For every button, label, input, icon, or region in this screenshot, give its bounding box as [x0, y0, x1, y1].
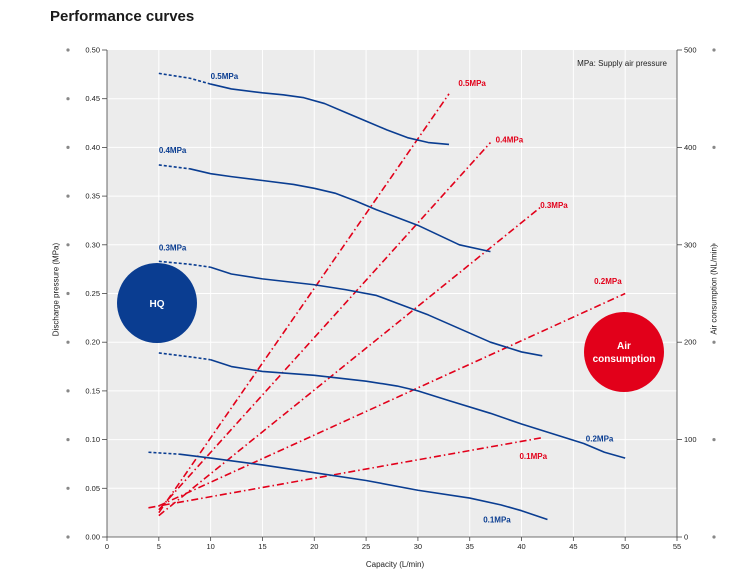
y-tick-dot: [66, 486, 70, 490]
y-tick-dot: [66, 97, 70, 101]
x-tick-label: 45: [569, 542, 577, 551]
y-tick-dot: [66, 243, 70, 247]
x-tick-label: 40: [517, 542, 525, 551]
y-tick-dot: [66, 291, 70, 296]
pressure-curve-label: 0.1MPa: [483, 515, 511, 524]
y-tick-dot: [66, 340, 70, 344]
x-tick-label: 50: [621, 542, 629, 551]
y2-tick-dot: [712, 438, 716, 442]
air-consumption-line: [158, 141, 492, 511]
y2-tick-dot: [712, 145, 716, 149]
pressure-curve-label: 0.4MPa: [159, 146, 187, 155]
pressure-curve: [179, 453, 548, 521]
pressure-curve-dashed: [158, 352, 211, 361]
air-consumption-badge: [584, 312, 664, 392]
air-curve-label: 0.5MPa: [458, 79, 486, 88]
pressure-curve-dashed: [158, 260, 211, 268]
y-tick-dot: [66, 535, 70, 539]
pressure-curve-dashed: [158, 164, 191, 170]
y2-tick-dot: [712, 48, 716, 52]
pressure-curve-dashed: [148, 451, 180, 456]
air-consumption-line: [158, 205, 543, 517]
y-tick-label: 0.15: [85, 386, 100, 395]
pressure-curve-label: 0.5MPa: [211, 72, 239, 81]
hq-badge: [117, 263, 197, 343]
pressure-curve: [210, 358, 626, 459]
y-tick-label: 0.45: [85, 94, 100, 103]
y-tick-label: 0.30: [85, 240, 100, 249]
x-tick-label: 20: [310, 542, 318, 551]
pressure-curve: [210, 266, 543, 357]
air-badge-label-line1: Air: [617, 341, 631, 352]
y2-tick-label: 100: [684, 435, 697, 444]
x-axis-label: Capacity (L/min): [365, 560, 425, 569]
air-curve-label: 0.4MPa: [496, 136, 524, 145]
y-tick-label: 0.25: [85, 289, 100, 298]
y-tick-dot: [66, 438, 70, 442]
y-tick-label: 0.35: [85, 192, 100, 201]
pressure-curve: [210, 83, 450, 146]
y-tick-label: 0.10: [85, 435, 100, 444]
y-tick-dot: [66, 48, 70, 52]
hq-badge-label: HQ: [150, 299, 165, 310]
x-tick-label: 35: [466, 542, 474, 551]
x-tick-label: 15: [258, 542, 266, 551]
y-tick-dot: [66, 145, 70, 149]
air-badge-label-line2: consumption: [593, 354, 656, 365]
air-consumption-line: [158, 292, 626, 507]
pressure-curve-label: 0.2MPa: [586, 435, 614, 444]
y-tick-label: 0.50: [85, 46, 100, 55]
y2-tick-label: 500: [684, 46, 697, 55]
y2-tick-label: 200: [684, 338, 697, 347]
x-tick-label: 25: [362, 542, 370, 551]
air-curve-label: 0.1MPa: [519, 452, 547, 461]
pressure-curve: [189, 168, 491, 253]
x-tick-label: 10: [206, 542, 214, 551]
y2-tick-dot: [712, 535, 716, 539]
page-title: Performance curves: [50, 8, 195, 25]
legend-note: MPa: Supply air pressure: [577, 59, 667, 68]
x-tick-label: 30: [414, 542, 422, 551]
y2-tick-label: 300: [684, 240, 697, 249]
x-tick-label: 0: [105, 542, 109, 551]
y-tick-dot: [66, 389, 70, 393]
pressure-curve-dashed: [158, 72, 211, 85]
air-curve-label: 0.3MPa: [540, 201, 568, 210]
y2-tick-dot: [712, 243, 716, 247]
x-tick-label: 55: [673, 542, 681, 551]
y2-tick-label: 0: [684, 533, 688, 542]
y2-tick-dot: [712, 340, 716, 344]
y2-tick-label: 400: [684, 143, 697, 152]
y-tick-label: 0.00: [85, 533, 100, 542]
pressure-curve-label: 0.3MPa: [159, 244, 187, 253]
air-curve-label: 0.2MPa: [594, 277, 622, 286]
y-tick-label: 0.20: [85, 338, 100, 347]
x-tick-label: 5: [157, 542, 161, 551]
y-tick-label: 0.40: [85, 143, 100, 152]
air-consumption-line: [158, 93, 450, 514]
y-tick-dot: [66, 194, 70, 198]
y-tick-label: 0.05: [85, 484, 100, 493]
